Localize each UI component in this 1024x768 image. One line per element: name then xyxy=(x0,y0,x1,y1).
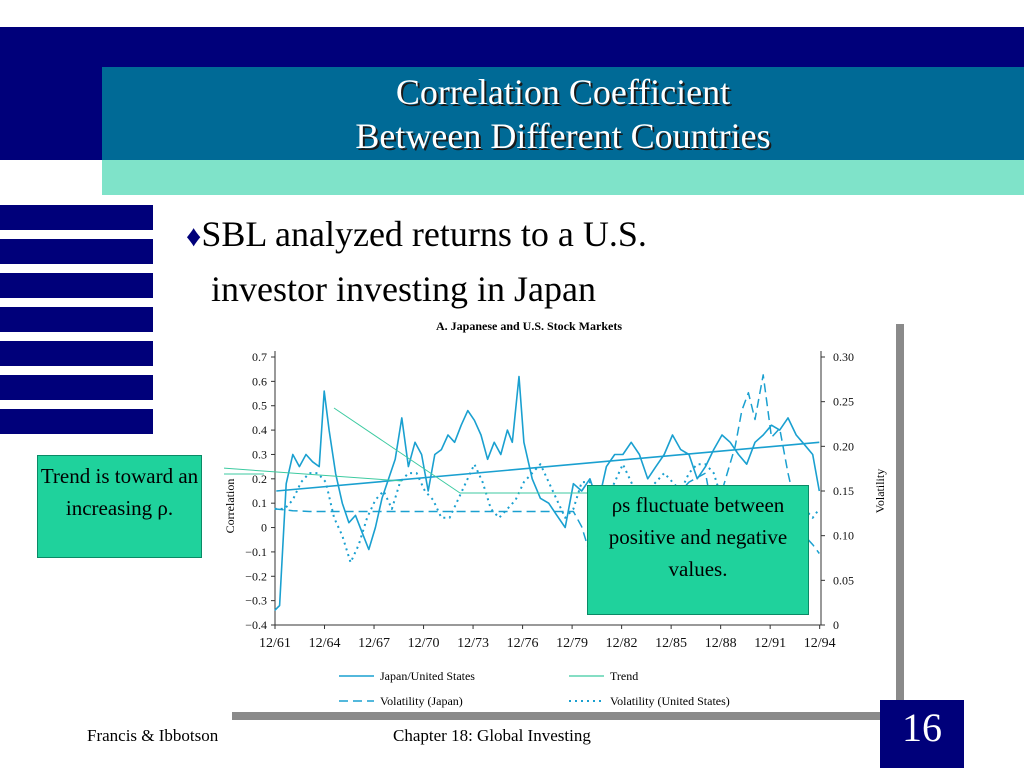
x-tick-label: 12/73 xyxy=(457,636,489,651)
stripe xyxy=(0,375,153,400)
header-mint-band xyxy=(102,160,1024,195)
slide-title-line-1: Correlation Coefficient xyxy=(395,72,731,112)
callout-trend: Trend is toward an increasing ρ. xyxy=(37,455,202,558)
legend-label-volatility-us: Volatility (United States) xyxy=(610,694,730,708)
y-tick-label: −0.2 xyxy=(245,569,267,583)
y2-tick-label: 0 xyxy=(833,618,839,632)
stripe xyxy=(0,341,153,366)
legend-label-trend: Trend xyxy=(610,669,638,683)
y-axis-label: Correlation xyxy=(224,479,237,534)
footer-author: Francis & Ibbotson xyxy=(87,726,219,745)
pointer-line-rho xyxy=(333,407,461,494)
header-navy-bar xyxy=(102,27,1024,67)
plot-area: 0.70.60.50.40.30.20.10−0.1−0.2−0.3−0.40.… xyxy=(224,350,854,651)
stripe xyxy=(0,239,153,264)
x-tick-label: 12/67 xyxy=(358,636,390,651)
page-number: 16 xyxy=(902,705,942,750)
y-tick-label: 0.6 xyxy=(252,374,267,388)
series-trend-line xyxy=(276,441,820,492)
bullet-text-line-1: SBL analyzed returns to a U.S. xyxy=(201,214,647,254)
pointer-line-trend xyxy=(224,467,403,482)
page-number-box xyxy=(880,700,964,768)
y-tick-label: 0 xyxy=(261,521,267,535)
y-tick-label: 0.2 xyxy=(252,472,267,486)
x-tick-label: 12/82 xyxy=(606,636,638,651)
legend-label-volatility-japan: Volatility (Japan) xyxy=(380,694,463,708)
y2-axis-label: Volatility xyxy=(873,469,887,513)
y-tick-label: −0.4 xyxy=(245,618,267,632)
x-tick-label: 12/76 xyxy=(507,636,539,651)
x-tick-label: 12/70 xyxy=(408,636,440,651)
y2-tick-label: 0.05 xyxy=(833,573,854,587)
x-tick-label: 12/64 xyxy=(309,636,341,651)
bullet-text-line-2: investor investing in Japan xyxy=(211,269,596,309)
stripe xyxy=(0,307,153,332)
x-tick-label: 12/91 xyxy=(754,636,786,651)
header-teal-band xyxy=(102,67,1024,160)
y-tick-label: −0.1 xyxy=(245,545,267,559)
x-tick-label: 12/79 xyxy=(556,636,588,651)
y-tick-label: 0.5 xyxy=(252,399,267,413)
y-tick-label: 0.7 xyxy=(252,350,267,364)
stripe xyxy=(0,273,153,298)
y-tick-label: 0.1 xyxy=(252,496,267,510)
stripe xyxy=(0,205,153,230)
chart-legend: Japan/United States Trend Volatility (Ja… xyxy=(339,669,730,708)
legend-label-japan-us: Japan/United States xyxy=(380,669,475,683)
x-tick-label: 12/94 xyxy=(804,636,836,651)
x-tick-label: 12/88 xyxy=(705,636,737,651)
bullet-point: ♦SBL analyzed returns to a U.S. investor… xyxy=(186,208,647,315)
slide-title-line-2: Between Different Countries xyxy=(355,116,771,156)
chart-title: A. Japanese and U.S. Stock Markets xyxy=(436,319,622,333)
y-tick-label: −0.3 xyxy=(245,594,267,608)
x-tick-label: 12/61 xyxy=(259,636,291,651)
y2-tick-label: 0.15 xyxy=(833,484,854,498)
y2-tick-label: 0.25 xyxy=(833,395,854,409)
y-tick-label: 0.4 xyxy=(252,423,267,437)
correlation-chart: A. Japanese and U.S. Stock Markets 0.7 0.… xyxy=(224,319,887,708)
header-navy-block xyxy=(0,27,102,160)
diamond-icon: ♦ xyxy=(186,220,202,253)
series-japan-us-line xyxy=(274,375,821,611)
y2-tick-label: 0.10 xyxy=(833,529,854,543)
callout-rho-fluctuate: ρs fluctuate between positive and negati… xyxy=(587,485,809,615)
y2-tick-label: 0.20 xyxy=(833,439,854,453)
slide-title: Correlation Coefficient Between Differen… xyxy=(102,70,1024,158)
footer-chapter: Chapter 18: Global Investing xyxy=(393,726,591,745)
y-tick-label: 0.3 xyxy=(252,447,267,461)
stripe xyxy=(0,409,153,434)
y2-tick-label: 0.30 xyxy=(833,350,854,364)
x-tick-label: 12/85 xyxy=(655,636,687,651)
